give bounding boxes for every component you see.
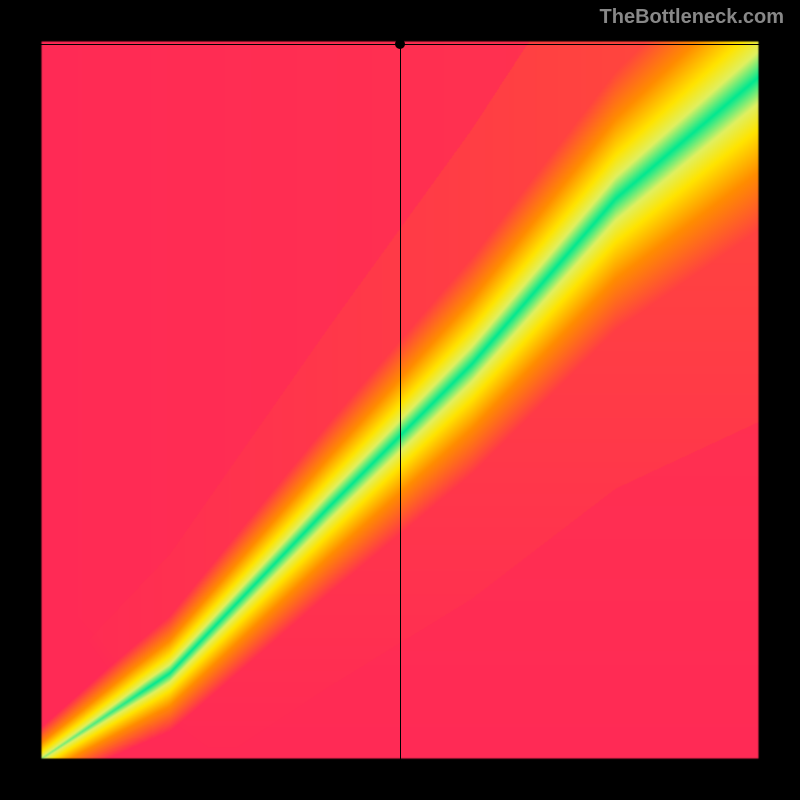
chart-container: TheBottleneck.com bbox=[0, 0, 800, 800]
watermark-text: TheBottleneck.com bbox=[600, 6, 784, 29]
heatmap-plot bbox=[40, 40, 760, 760]
marker-point bbox=[395, 39, 405, 49]
crosshair-vertical bbox=[400, 40, 401, 760]
